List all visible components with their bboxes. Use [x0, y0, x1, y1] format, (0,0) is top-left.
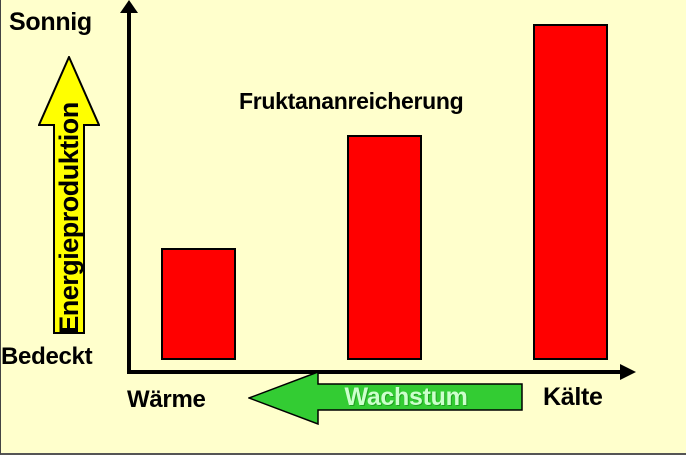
growth-left-arrow-icon — [248, 371, 523, 425]
growth-arrow-label: Wachstum — [344, 383, 468, 411]
energy-axis-label: Energieproduktion — [53, 102, 84, 334]
x-axis-line — [127, 370, 621, 374]
y-axis-top-label: Sonnig — [9, 8, 92, 36]
x-axis-arrowhead-icon — [620, 364, 636, 380]
fruktan-bar — [533, 24, 608, 360]
x-axis-left-label: Wärme — [127, 386, 206, 413]
y-axis-arrowhead-icon — [120, 0, 138, 13]
y-axis-bottom-label: Bedeckt — [1, 343, 93, 370]
fruktan-bar — [347, 135, 422, 360]
energy-up-arrow-icon — [38, 56, 100, 334]
x-axis-right-label: Kälte — [543, 383, 603, 411]
fruktan-bar — [161, 248, 236, 360]
y-axis-line — [127, 6, 131, 374]
chart-title: Fruktananreicherung — [239, 88, 464, 114]
